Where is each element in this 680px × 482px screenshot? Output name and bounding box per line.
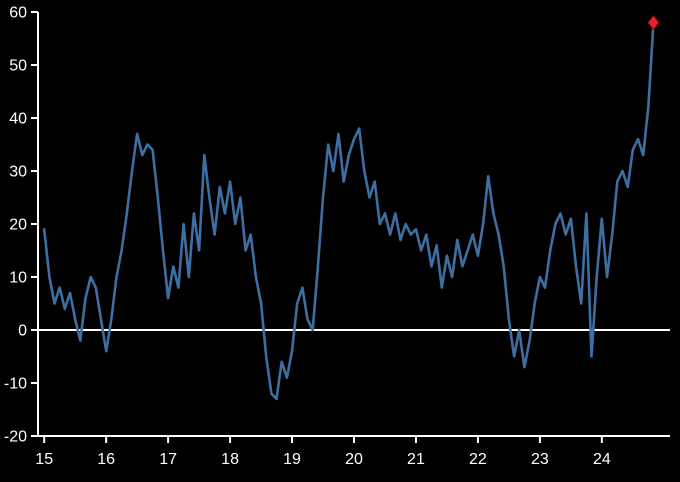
latest-point-marker xyxy=(647,14,660,31)
y-tick-label: 60 xyxy=(9,5,27,22)
y-tick-label: -20 xyxy=(4,429,27,446)
data-series-line xyxy=(42,21,655,401)
y-tick-label: 20 xyxy=(9,217,27,234)
x-tick-label: 23 xyxy=(531,451,549,468)
x-tick-label: 24 xyxy=(593,451,611,468)
y-tick-label: 30 xyxy=(9,164,27,181)
x-tick-label: 21 xyxy=(407,451,425,468)
x-tick-label: 15 xyxy=(35,451,53,468)
y-tick-label: 50 xyxy=(9,58,27,75)
x-tick-label: 18 xyxy=(221,451,239,468)
x-tick-label: 16 xyxy=(97,451,115,468)
y-tick-label: -10 xyxy=(4,376,27,393)
y-tick-label: 40 xyxy=(9,111,27,128)
x-tick-label: 19 xyxy=(283,451,301,468)
x-tick-label: 20 xyxy=(345,451,363,468)
x-tick-label: 22 xyxy=(469,451,487,468)
y-tick-label: 0 xyxy=(18,323,27,340)
y-tick-label: 10 xyxy=(9,270,27,287)
x-tick-label: 17 xyxy=(159,451,177,468)
